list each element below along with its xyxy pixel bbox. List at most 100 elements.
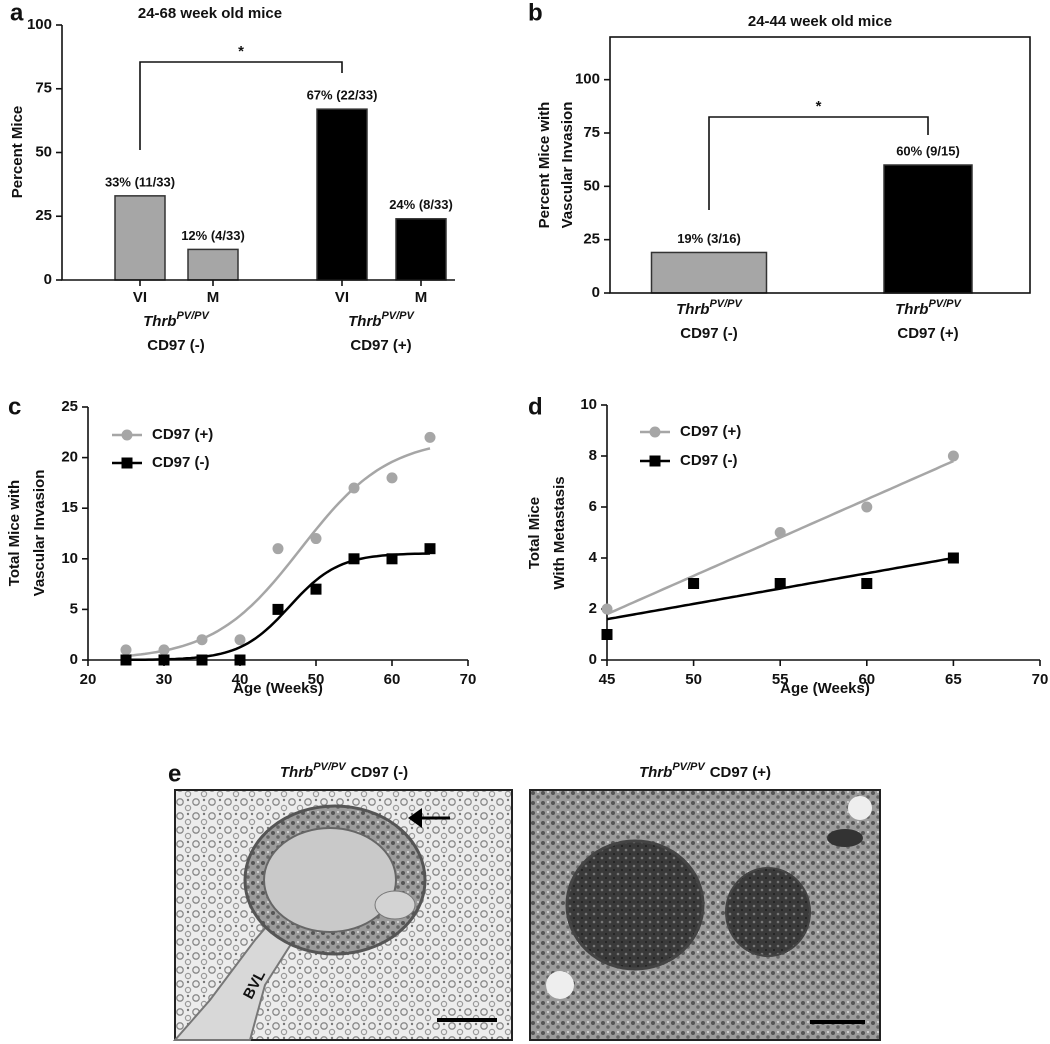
- panel-letter: c: [8, 393, 21, 420]
- significance-bracket: [139, 61, 343, 150]
- x-tick-label: 45: [599, 671, 616, 688]
- y-axis-label: Total Mice with: [6, 480, 23, 586]
- gene: Thrb: [348, 313, 381, 330]
- data-point: [601, 603, 613, 615]
- y-tick-label: 25: [583, 231, 600, 248]
- data-point: [120, 654, 132, 666]
- data-point: [774, 527, 786, 538]
- y-tick-label: 50: [35, 143, 52, 160]
- axes: [87, 407, 468, 661]
- bar: [316, 108, 368, 281]
- gene: Thrb: [639, 764, 672, 781]
- chart-title: 24-68 week old mice: [138, 5, 282, 22]
- y-tick-label: 10: [61, 550, 78, 567]
- line-label: CD97 (-): [680, 325, 738, 342]
- genotype-label: ThrbPV/PV: [348, 310, 415, 330]
- panel-letter: d: [528, 393, 543, 420]
- genotype: PV/PV: [709, 298, 743, 310]
- genotype-label: ThrbPV/PV: [676, 298, 743, 318]
- data-point: [688, 578, 700, 589]
- x-axis-label: Age (Weeks): [233, 680, 323, 697]
- gene: Thrb: [143, 313, 176, 330]
- x-tick-label: 50: [685, 671, 702, 688]
- data-point: [348, 482, 360, 494]
- y-tick-label: 0: [70, 651, 78, 668]
- genotype-label: ThrbPV/PV: [143, 310, 210, 330]
- significance-star: *: [238, 43, 244, 60]
- axes: [606, 405, 1040, 661]
- legend-label: CD97 (+): [152, 426, 213, 443]
- genotype: PV/PV: [176, 310, 210, 322]
- y-tick-label: 0: [44, 271, 52, 288]
- y-tick-label: 75: [35, 80, 52, 97]
- axes: [61, 25, 455, 281]
- y-axis-label: Vascular Invasion: [559, 102, 576, 229]
- data-point: [158, 654, 170, 666]
- y-tick-label: 75: [583, 124, 600, 141]
- line-label: CD97 (+): [710, 764, 771, 781]
- data-point: [158, 644, 170, 656]
- bar: [114, 195, 166, 281]
- genotype: PV/PV: [672, 761, 706, 773]
- legend-label: CD97 (+): [680, 423, 741, 440]
- bar: [187, 248, 239, 281]
- y-tick-label: 0: [592, 284, 600, 301]
- data-point: [386, 472, 398, 484]
- y-tick-label: 25: [35, 207, 52, 224]
- y-tick-label: 100: [575, 71, 600, 88]
- value-label: 24% (8/33): [389, 197, 453, 212]
- y-tick-label: 15: [61, 499, 78, 516]
- x-tick-label: M: [207, 289, 220, 306]
- data-point: [348, 553, 360, 565]
- y-axis-label: Total Mice: [526, 497, 543, 569]
- legend-marker: [649, 426, 661, 438]
- y-axis-label: Percent Mice with: [536, 102, 553, 229]
- panel-letter: a: [10, 0, 24, 26]
- data-point: [386, 553, 398, 565]
- bar: [650, 251, 768, 294]
- data-point: [774, 578, 786, 589]
- gene: Thrb: [676, 301, 709, 318]
- line-label: CD97 (-): [351, 764, 409, 781]
- y-tick-label: 2: [589, 600, 597, 617]
- data-point: [234, 634, 246, 646]
- fit-curve: [125, 552, 431, 662]
- genotype: PV/PV: [381, 310, 415, 322]
- significance-bracket: [708, 116, 929, 210]
- x-tick-label: 40: [232, 671, 249, 688]
- bar: [883, 164, 973, 294]
- y-tick-label: 100: [27, 16, 52, 33]
- line-label: CD97 (+): [350, 337, 411, 354]
- data-point: [424, 543, 436, 555]
- genotype-label: ThrbPV/PV CD97 (+): [639, 761, 771, 781]
- data-point: [196, 654, 208, 666]
- genotype-label: ThrbPV/PV: [895, 298, 962, 318]
- legend-marker: [649, 455, 661, 467]
- micrograph-left: [172, 789, 513, 1041]
- value-label: 60% (9/15): [896, 143, 960, 158]
- data-point: [272, 543, 284, 555]
- plot-frame: [609, 36, 1031, 294]
- data-point: [861, 578, 873, 589]
- gene: Thrb: [895, 301, 928, 318]
- y-tick-label: 0: [589, 651, 597, 668]
- x-tick-label: 55: [772, 671, 789, 688]
- x-tick-label: 70: [460, 671, 477, 688]
- value-label: 67% (22/33): [307, 88, 378, 103]
- x-tick-label: 60: [858, 671, 875, 688]
- value-label: 12% (4/33): [181, 228, 245, 243]
- fit-curve: [125, 447, 431, 658]
- x-tick-label: 60: [384, 671, 401, 688]
- x-tick-label: 30: [156, 671, 173, 688]
- data-point: [424, 431, 436, 443]
- y-tick-label: 20: [61, 449, 78, 466]
- y-tick-label: 25: [61, 398, 78, 415]
- data-point: [310, 583, 322, 595]
- gene: Thrb: [280, 764, 313, 781]
- y-tick-label: 10: [580, 396, 597, 413]
- data-point: [947, 552, 959, 564]
- x-tick-label: 50: [308, 671, 325, 688]
- legend-marker: [121, 457, 133, 469]
- genotype: PV/PV: [313, 761, 347, 773]
